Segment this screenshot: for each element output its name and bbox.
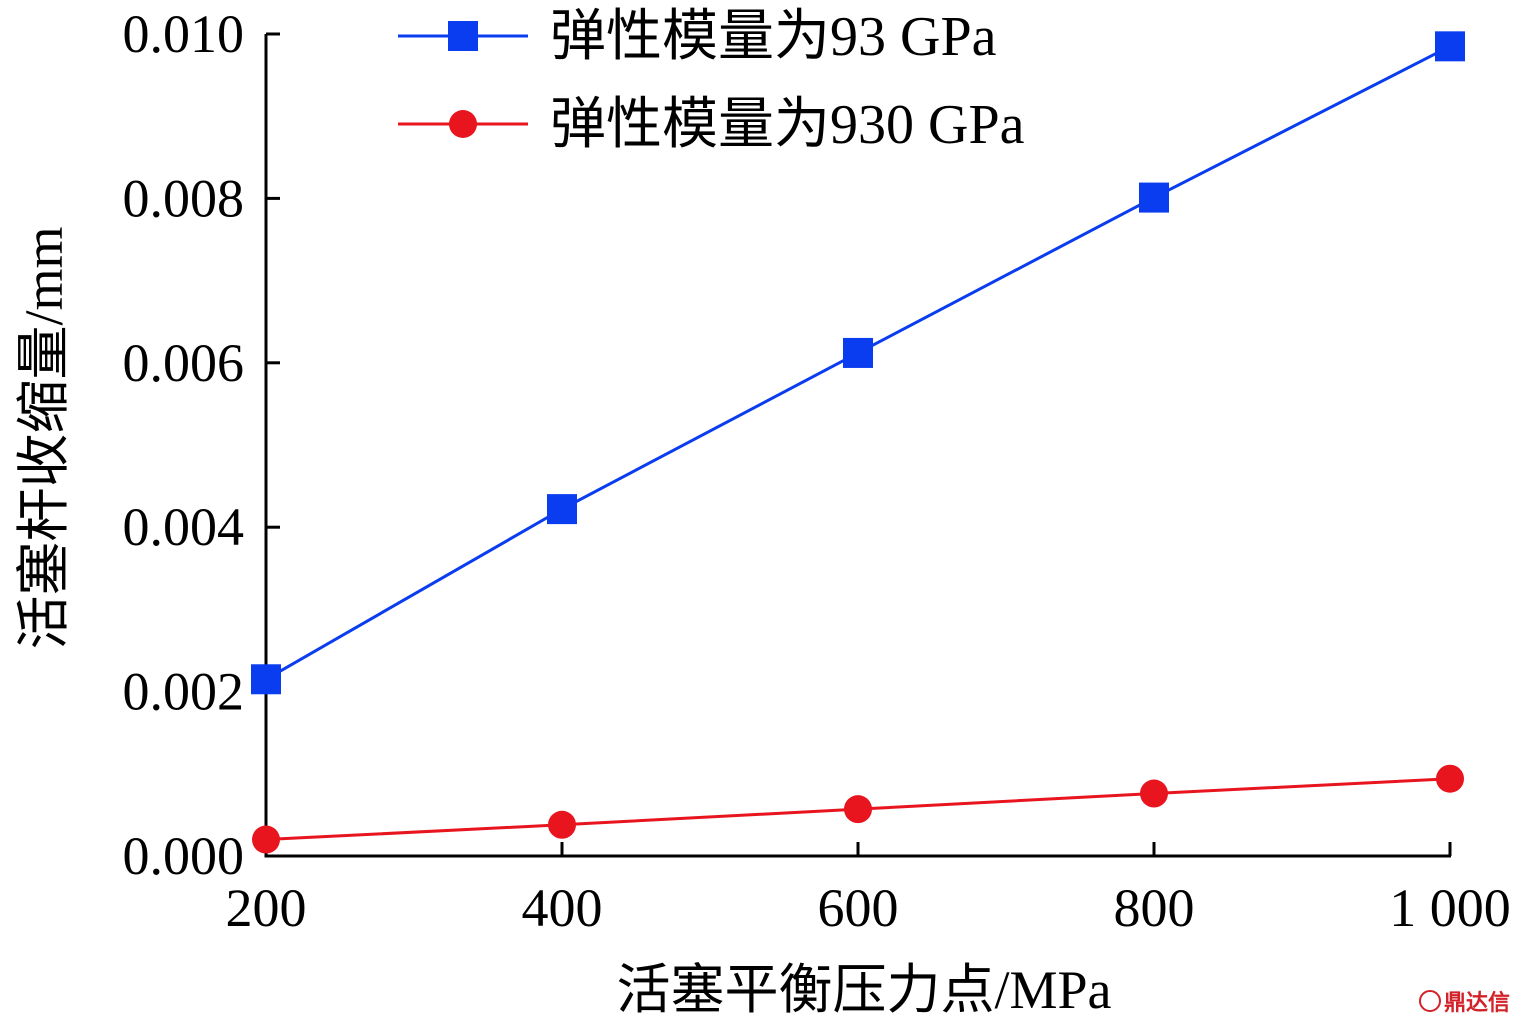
y-tick-label: 0.000 — [123, 826, 245, 886]
data-point-circle — [1436, 764, 1464, 793]
watermark-text: 鼎达信 — [1443, 991, 1510, 1016]
x-tick-label: 400 — [522, 878, 603, 938]
y-tick-label: 0.004 — [123, 497, 245, 557]
data-point-circle — [548, 810, 576, 839]
x-tick-label: 200 — [226, 878, 307, 938]
x-tick-label: 1 000 — [1389, 878, 1511, 938]
series-1 — [251, 31, 1465, 695]
legend-marker-circle — [449, 110, 477, 138]
data-point-square — [1435, 31, 1465, 62]
data-point-square — [251, 664, 281, 695]
legend: 弹性模量为93 GPa 弹性模量为930 GPa — [398, 6, 1025, 156]
legend-label: 弹性模量为930 GPa — [550, 94, 1025, 156]
y-axis-title: 活塞杆收缩量/mm — [14, 226, 74, 649]
legend-item-1: 弹性模量为93 GPa — [398, 6, 997, 68]
data-point-square — [547, 494, 577, 525]
series-layer — [251, 31, 1465, 854]
y-axis-ticks: 0.000 0.002 0.004 0.006 0.008 0.010 — [123, 4, 280, 886]
legend-item-2: 弹性模量为930 GPa — [398, 94, 1025, 156]
y-tick-label: 0.008 — [123, 168, 245, 228]
data-point-square — [843, 337, 873, 368]
watermark: 鼎达信 — [1418, 985, 1510, 1017]
x-tick-label: 600 — [818, 878, 899, 938]
data-point-circle — [844, 795, 872, 824]
brand-circle-icon — [1418, 990, 1441, 1012]
y-tick-label: 0.010 — [123, 4, 245, 64]
x-tick-label: 800 — [1114, 878, 1195, 938]
y-tick-label: 0.006 — [123, 333, 245, 393]
legend-marker-square — [448, 21, 478, 51]
series-2 — [252, 764, 1464, 854]
legend-label: 弹性模量为93 GPa — [550, 6, 997, 68]
data-point-circle — [252, 825, 280, 854]
y-tick-label: 0.002 — [123, 662, 245, 722]
data-point-circle — [1140, 779, 1168, 808]
x-axis-ticks: 200 400 600 800 1 000 — [226, 842, 1511, 938]
data-point-square — [1139, 182, 1169, 213]
x-axis-title: 活塞平衡压力点/MPa — [616, 960, 1111, 1020]
axes — [264, 34, 1451, 858]
